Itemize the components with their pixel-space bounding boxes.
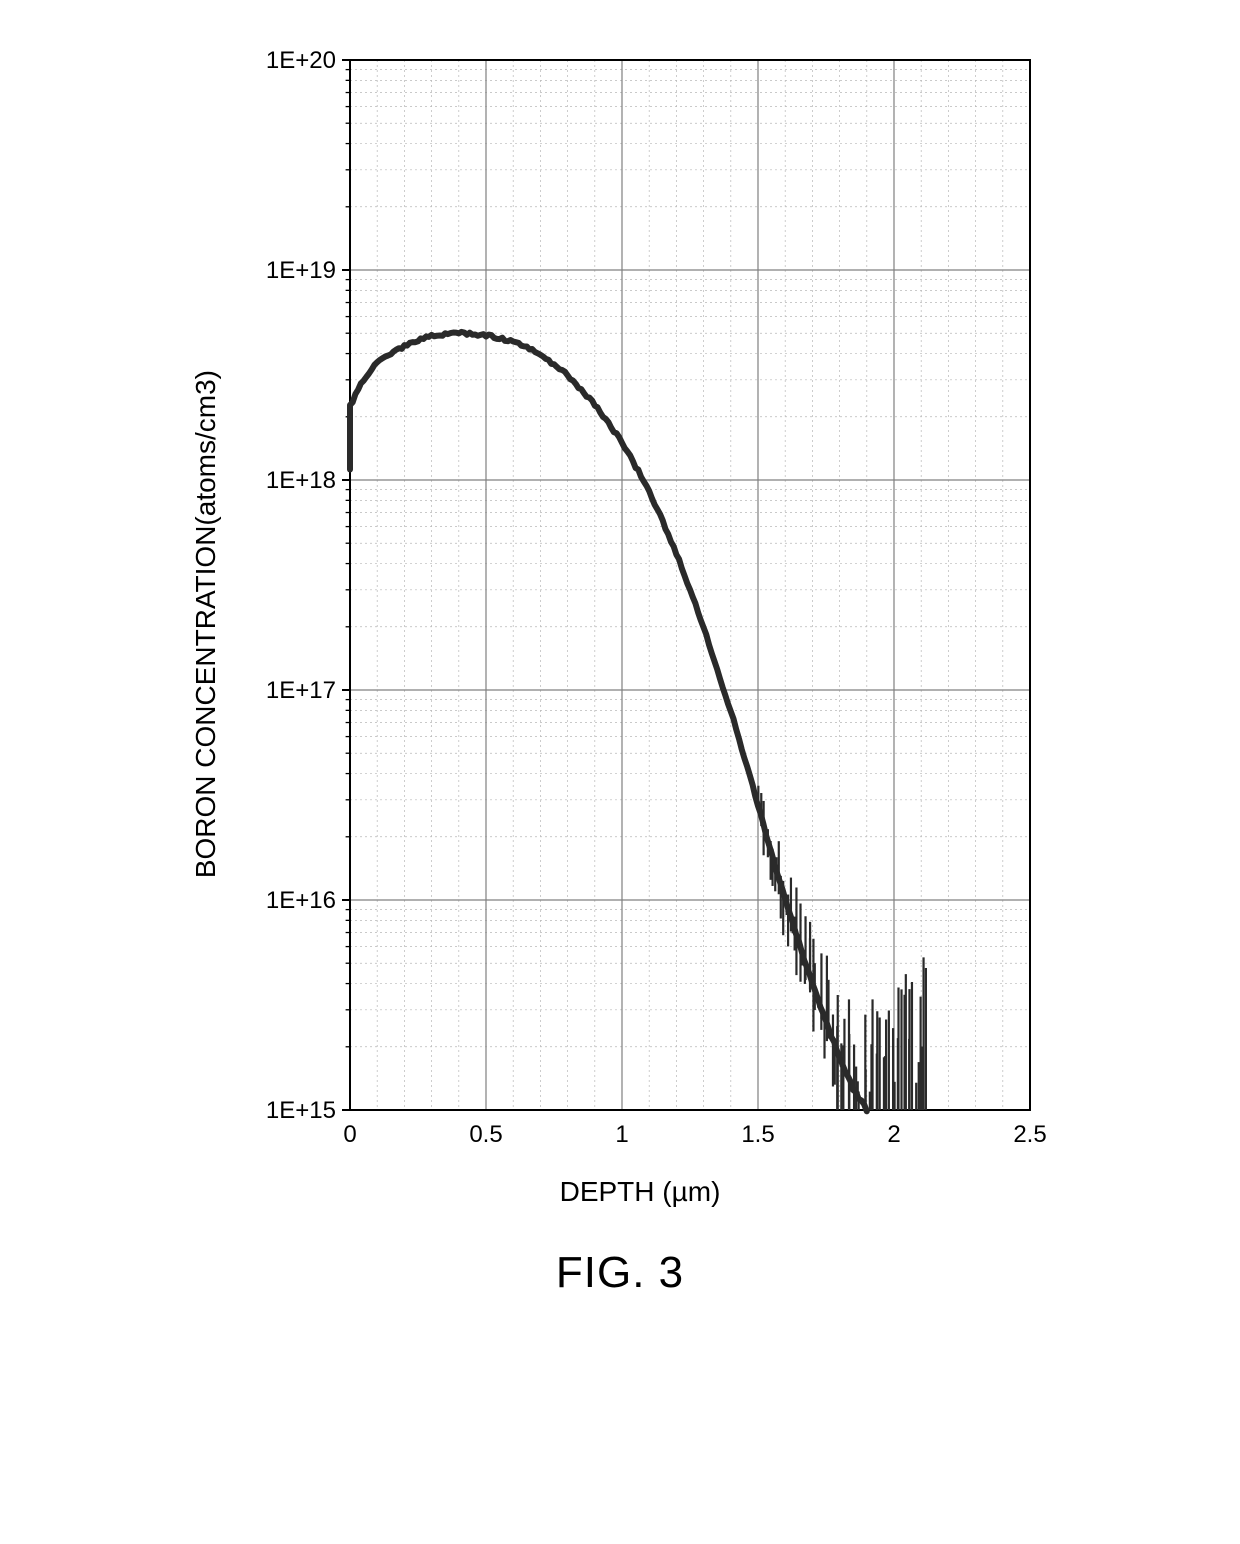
svg-text:2: 2 <box>887 1121 900 1148</box>
figure: BORON CONCENTRATION(atoms/cm3) 0 0.5 1 1.5 2… <box>40 40 1200 1298</box>
svg-text:1: 1 <box>615 1121 628 1148</box>
svg-text:0.5: 0.5 <box>469 1121 502 1148</box>
svg-text:1.5: 1.5 <box>741 1121 774 1148</box>
svg-text:1E+20: 1E+20 <box>266 47 336 74</box>
x-axis-label: DEPTH (µm) <box>230 1176 1050 1208</box>
svg-text:1E+15: 1E+15 <box>266 1097 336 1124</box>
plot-area: BORON CONCENTRATION(atoms/cm3) 0 0.5 1 1.5 2… <box>190 40 1050 1208</box>
svg-text:2.5: 2.5 <box>1013 1121 1046 1148</box>
svg-text:0: 0 <box>343 1121 356 1148</box>
svg-text:1E+16: 1E+16 <box>266 887 336 914</box>
svg-text:1E+19: 1E+19 <box>266 257 336 284</box>
chart-canvas-wrap: 0 0.5 1 1.5 2 2.5 1E+15 1E+16 1E+17 1E+18 1E+19 1E+… <box>230 40 1050 1208</box>
y-axis-label: BORON CONCENTRATION(atoms/cm3) <box>190 370 222 878</box>
line-chart: 0 0.5 1 1.5 2 2.5 1E+15 1E+16 1E+17 1E+18 1E+19 1E+… <box>230 40 1050 1170</box>
svg-text:1E+17: 1E+17 <box>266 677 336 704</box>
svg-text:1E+18: 1E+18 <box>266 467 336 494</box>
figure-caption: FIG. 3 <box>556 1248 684 1298</box>
